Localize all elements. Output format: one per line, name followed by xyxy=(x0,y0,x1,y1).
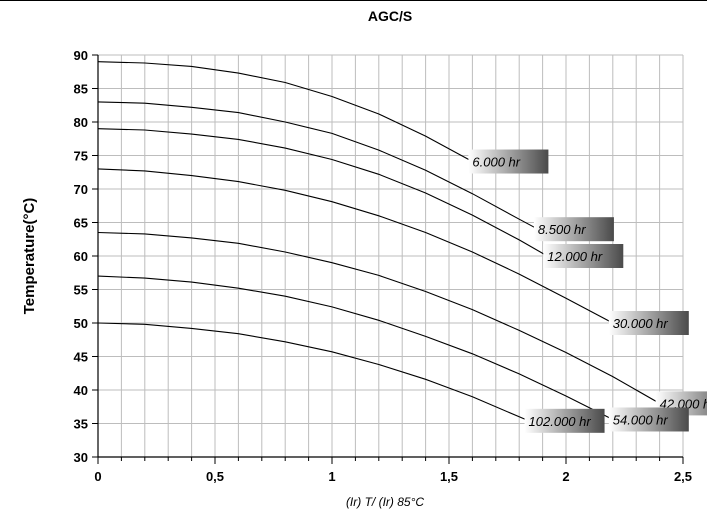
series-line xyxy=(97,101,539,230)
y-tick-label: 55 xyxy=(74,283,88,298)
y-tick-label: 50 xyxy=(74,316,88,331)
x-tick-label: 1,5 xyxy=(440,469,458,484)
grid xyxy=(98,54,684,457)
series-line xyxy=(97,322,529,422)
series-label: 12.000 hr xyxy=(543,244,624,268)
series-line xyxy=(97,275,614,420)
y-tick-label: 45 xyxy=(74,350,88,365)
series-label-text: 6.000 hr xyxy=(472,155,520,170)
series-label-box xyxy=(608,407,689,432)
series-label: 8.500 hr xyxy=(533,217,614,242)
y-tick-label: 35 xyxy=(74,417,88,432)
series-label-box xyxy=(468,149,549,174)
series-line xyxy=(97,61,473,162)
series-label: 54.000 hr xyxy=(608,407,689,432)
x-tick-label: 0,5 xyxy=(206,469,224,484)
series-label-box xyxy=(608,311,689,335)
y-tick-label: 40 xyxy=(74,383,88,398)
series-line xyxy=(97,231,660,404)
series-label-box xyxy=(533,217,614,242)
y-tick-label: 70 xyxy=(74,182,88,197)
x-tick-label: 1 xyxy=(328,469,335,484)
series-label-text: 8.500 hr xyxy=(538,222,586,237)
series-label-text: 54.000 hr xyxy=(613,412,669,427)
series-lines xyxy=(97,61,660,422)
y-tick-label: 60 xyxy=(74,249,88,264)
series-label: 102.000 hr xyxy=(524,408,605,433)
y-tick-label: 65 xyxy=(74,216,88,231)
y-tick-label: 75 xyxy=(74,149,88,164)
chart-title: AGC/S xyxy=(368,8,412,24)
series-label-text: 102.000 hr xyxy=(529,414,592,429)
series-line xyxy=(97,128,548,257)
y-tick-label: 80 xyxy=(74,115,88,130)
axes: 30 35 40 45 50 55 60 65 70 75 80 85 90 0 0,5 1 1,5 2 2,5 xyxy=(74,48,693,484)
series-label-text: 12.000 hr xyxy=(547,249,603,264)
series-line xyxy=(97,168,614,324)
x-axis-label: (Ir) T/ (Ir) 85°C xyxy=(346,495,424,509)
y-tick-label: 30 xyxy=(74,450,88,465)
series-label-box xyxy=(524,408,605,433)
y-tick-label: 90 xyxy=(74,48,88,63)
series-label-text: 30.000 hr xyxy=(613,316,669,331)
x-tick-label: 0 xyxy=(94,469,101,484)
x-tick-label: 2 xyxy=(562,469,569,484)
y-axis-label: Temperature(°C) xyxy=(21,198,38,315)
x-tick-label: 2,5 xyxy=(674,469,692,484)
series-label: 6.000 hr xyxy=(468,149,549,174)
series-label-box xyxy=(543,244,624,268)
series-label: 30.000 hr xyxy=(608,311,689,335)
y-tick-label: 85 xyxy=(74,82,88,97)
